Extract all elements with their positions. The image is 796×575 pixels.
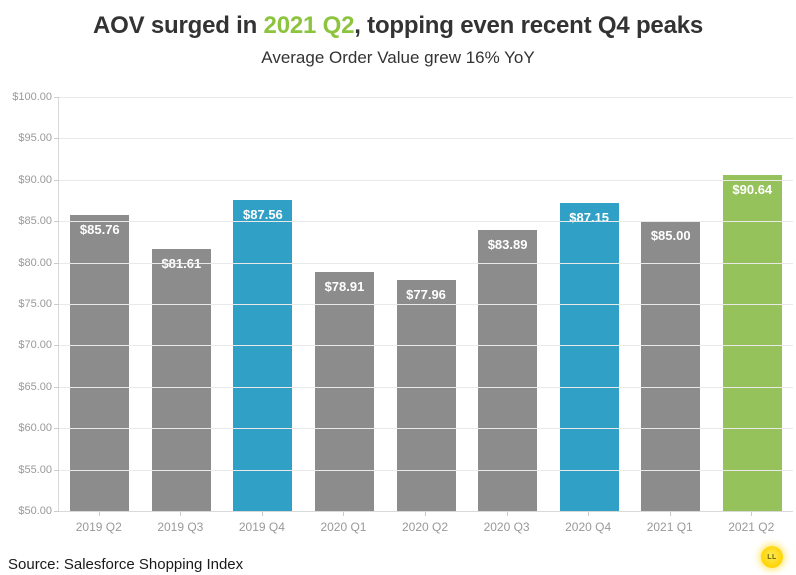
- y-tick-label: $65.00: [18, 380, 52, 393]
- x-tick-label: 2021 Q1: [629, 512, 711, 534]
- x-tick-mark: [98, 512, 100, 516]
- gridline: [59, 428, 793, 430]
- x-tick-label: 2020 Q3: [466, 512, 548, 534]
- x-category: 2019 Q2: [75, 520, 122, 534]
- title-highlight: 2021 Q2: [263, 12, 355, 39]
- bar-value-label: $90.64: [732, 181, 773, 197]
- chart-header: AOV surged in 2021 Q2, topping even rece…: [0, 0, 796, 68]
- bar-2021-q1: $85.00: [641, 221, 701, 511]
- y-axis-labels: $100.00 $95.00 $90.00 $85.00 $80.00 $75.00 $70…: [0, 91, 52, 517]
- x-tick-mark: [751, 512, 753, 516]
- x-category: 2019 Q4: [238, 520, 285, 534]
- x-tick-mark: [588, 512, 590, 516]
- bar-value-label: $81.61: [161, 256, 202, 272]
- y-tick-mark: [54, 428, 59, 430]
- chart-subtitle: Average Order Value grew 16% YoY: [261, 48, 535, 67]
- y-tick-mark: [54, 138, 59, 140]
- bars-container: $85.76 $81.61 $87.56 $78.91 $77.96 $83.89 $87.…: [59, 97, 793, 511]
- x-category: 2021 Q2: [728, 520, 775, 534]
- bar-2021-q2: $90.64: [722, 174, 782, 511]
- bar-2019-q3: $81.61: [151, 249, 211, 511]
- x-tick-mark: [261, 512, 263, 516]
- bar-column: $85.00: [630, 97, 712, 511]
- gridline: [59, 386, 793, 388]
- x-tick-label: 2020 Q1: [303, 512, 385, 534]
- title-prefix: AOV surged in: [92, 12, 264, 39]
- y-tick-mark: [54, 221, 59, 223]
- gridline: [59, 469, 793, 471]
- bar-value-label: $87.56: [243, 207, 283, 223]
- logo-badge: LL: [761, 546, 783, 568]
- bar-column: $78.91: [304, 97, 386, 511]
- bar-2020-q1: $78.91: [314, 271, 374, 511]
- y-tick-label: $100.00: [12, 91, 52, 103]
- x-tick-mark: [506, 512, 508, 516]
- y-tick-label: $80.00: [18, 256, 52, 269]
- x-category: 2020 Q1: [320, 520, 367, 534]
- x-category: 2020 Q2: [402, 520, 449, 534]
- bar-value-label: $87.15: [569, 210, 610, 226]
- bar-2020-q4: $87.15: [559, 203, 619, 511]
- source-note: Source: Salesforce Shopping Index: [8, 556, 244, 573]
- bar-column: $90.64: [712, 97, 794, 511]
- y-tick-label: $85.00: [18, 215, 52, 228]
- x-tick-label: 2020 Q2: [384, 512, 466, 534]
- bar-value-label: $78.91: [324, 278, 365, 294]
- y-tick-label: $55.00: [18, 463, 52, 476]
- bar-value-label: $85.76: [79, 221, 120, 237]
- y-tick-mark: [54, 386, 59, 388]
- bar-value-label: $77.96: [406, 286, 446, 302]
- y-tick-mark: [54, 179, 59, 181]
- y-tick-mark: [54, 97, 59, 98]
- bar-column: $77.96: [385, 97, 467, 511]
- x-category: 2021 Q1: [646, 520, 693, 534]
- x-category: 2020 Q4: [565, 520, 612, 534]
- bar-value-label: $83.89: [487, 237, 528, 253]
- bar-value-label: $85.00: [650, 228, 691, 244]
- y-tick-label: $60.00: [18, 422, 52, 435]
- x-tick-label: 2019 Q4: [221, 512, 303, 534]
- y-tick-label: $50.00: [18, 505, 52, 517]
- y-tick-mark: [54, 304, 59, 305]
- x-tick-label: 2021 Q2: [711, 512, 793, 534]
- y-tick-label: $70.00: [18, 339, 52, 352]
- plot-area: $85.76 $81.61 $87.56 $78.91 $77.96 $83.89 $87.…: [54, 97, 793, 512]
- gridline: [59, 304, 793, 305]
- x-tick-label: 2020 Q4: [547, 512, 629, 534]
- x-axis-labels: 2019 Q2 2019 Q3 2019 Q4 2020 Q1 2020 Q2 2020 …: [58, 512, 792, 534]
- bar-column: $83.89: [467, 97, 549, 511]
- gridline: [59, 179, 793, 181]
- x-category: 2019 Q3: [157, 520, 204, 534]
- gridline: [59, 97, 793, 98]
- y-tick-mark: [54, 345, 59, 347]
- x-tick-mark: [180, 512, 182, 516]
- gridline: [59, 262, 793, 264]
- x-tick-label: 2019 Q2: [58, 512, 140, 534]
- y-tick-mark: [54, 469, 59, 471]
- y-tick-label: $95.00: [18, 132, 52, 145]
- x-tick-mark: [343, 512, 345, 516]
- gridline: [59, 221, 793, 223]
- bar-column: $85.76: [59, 97, 141, 511]
- title-suffix: , topping even recent Q4 peaks: [354, 12, 704, 39]
- gridline: [59, 138, 793, 140]
- bar-column: $87.56: [222, 97, 304, 511]
- bar-2020-q3: $83.89: [478, 230, 538, 511]
- y-tick-label: $75.00: [18, 298, 52, 310]
- y-tick-mark: [54, 262, 59, 264]
- x-tick-label: 2019 Q3: [140, 512, 222, 534]
- y-tick-label: $90.00: [18, 173, 52, 186]
- x-tick-mark: [425, 512, 427, 516]
- bar-2019-q2: $85.76: [70, 214, 130, 511]
- chart-title: AOV surged in 2021 Q2, topping even rece…: [0, 12, 796, 40]
- gridline: [59, 345, 793, 347]
- bar-column: $87.15: [548, 97, 630, 511]
- y-tick-mark: [54, 511, 59, 512]
- x-category: 2020 Q3: [483, 520, 530, 534]
- x-tick-mark: [669, 512, 671, 516]
- bar-column: $81.61: [141, 97, 223, 511]
- bar-2020-q2: $77.96: [396, 279, 456, 511]
- bar-2019-q4: $87.56: [233, 200, 293, 511]
